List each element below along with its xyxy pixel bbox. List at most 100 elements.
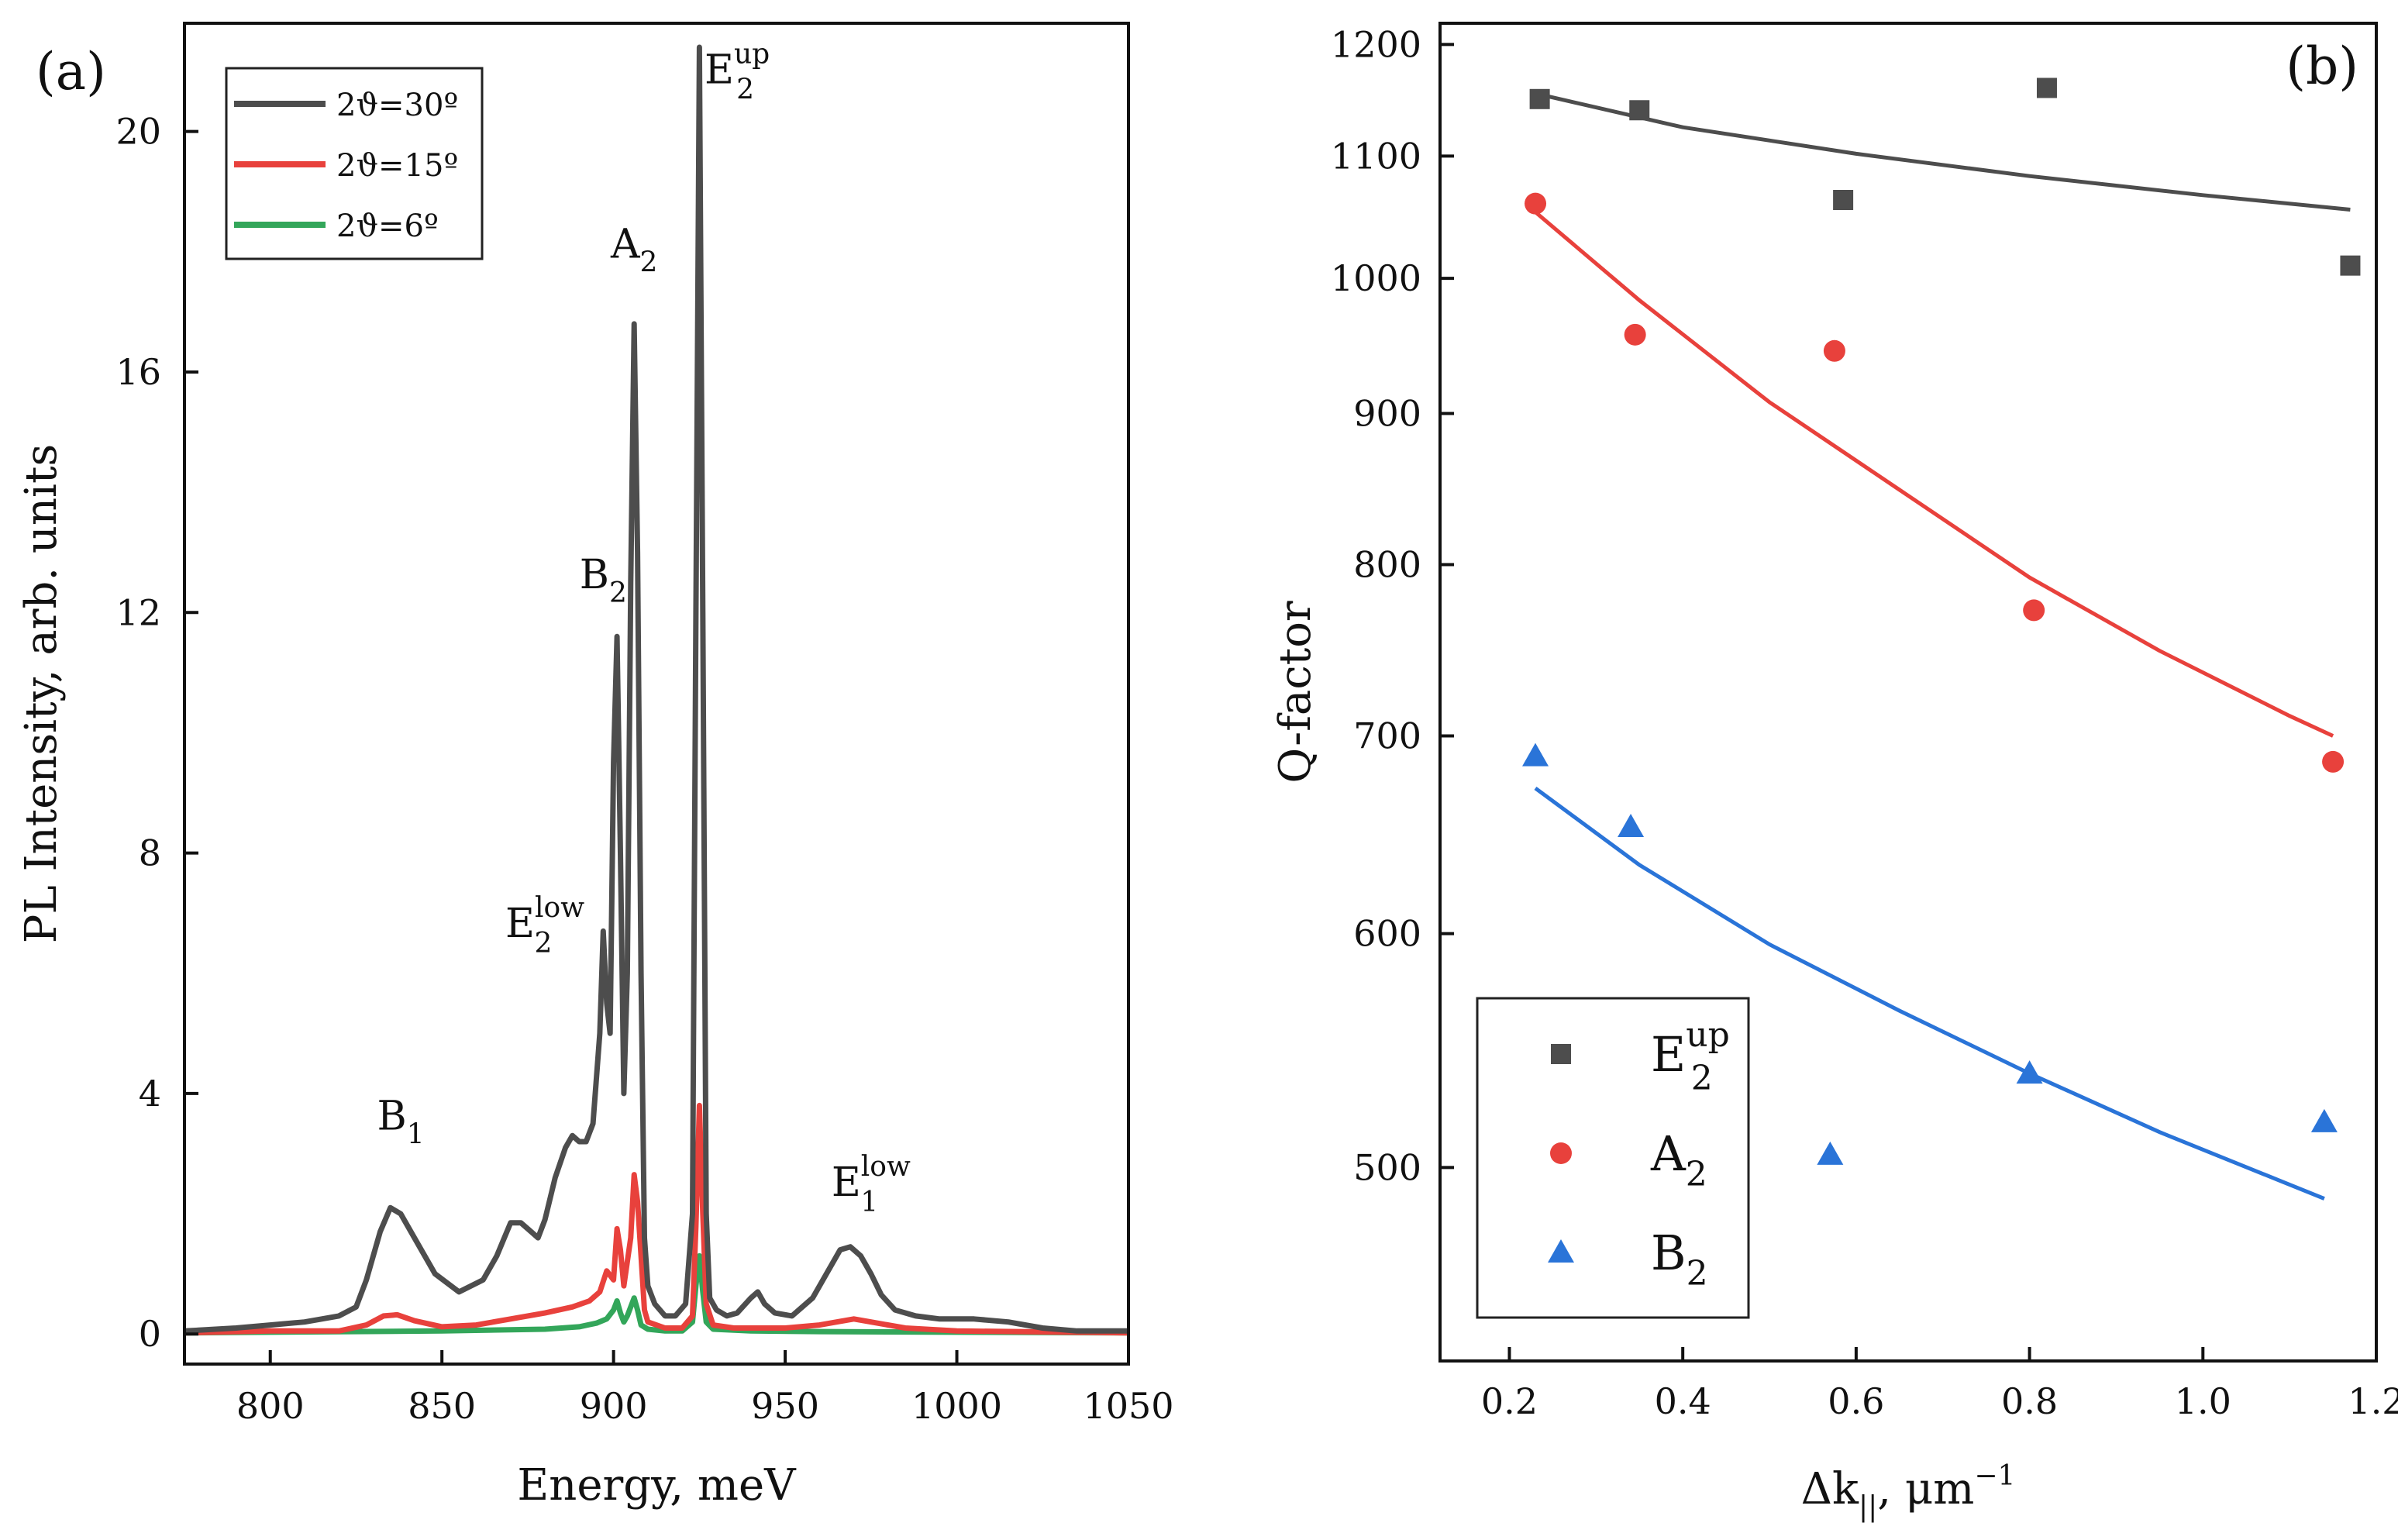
x-tick-label: 0.8 xyxy=(2001,1380,2058,1422)
legend-entry-2: B2 xyxy=(1651,1225,1708,1294)
data-point-2 xyxy=(1522,742,1549,767)
x-axis-label-sub: || xyxy=(1859,1491,1877,1523)
data-point-1 xyxy=(1525,192,1547,215)
x-axis-label: Δk||, μm−1 xyxy=(1801,1460,2016,1523)
peak-label-base: A xyxy=(610,222,641,268)
y-axis-label: PL Intensity, arb. units xyxy=(16,444,67,943)
legend-entry-sub: 2 xyxy=(1687,1254,1708,1294)
y-tick-label: 600 xyxy=(1353,913,1421,955)
x-tick-label: 0.4 xyxy=(1655,1380,1711,1422)
legend-entry-0: 2ϑ=30º xyxy=(336,88,458,123)
legend-marker-0 xyxy=(1551,1044,1571,1064)
x-axis-label-unit: , μm xyxy=(1877,1464,1974,1514)
x-tick-label: 1000 xyxy=(911,1385,1002,1427)
y-tick-label: 0 xyxy=(139,1313,161,1355)
data-point-1 xyxy=(1823,339,1845,362)
data-point-0 xyxy=(1833,190,1854,211)
data-point-1 xyxy=(2023,599,2045,622)
y-tick-label: 1100 xyxy=(1331,135,1421,177)
peak-label-sub: 2 xyxy=(535,928,553,959)
data-point-1 xyxy=(1624,323,1646,346)
peak-label: Eup 2 xyxy=(705,39,770,106)
plot-frame-b xyxy=(1438,22,2378,1363)
legend-marker-2 xyxy=(1548,1239,1574,1263)
peak-label-sup: low xyxy=(535,892,584,924)
peak-label-sub: 2 xyxy=(609,577,627,609)
peak-label-sup: up xyxy=(734,39,770,71)
data-point-0 xyxy=(2036,78,2057,98)
y-tick-label: 700 xyxy=(1353,715,1421,756)
legend-entry-sub: 2 xyxy=(1691,1059,1713,1098)
panel-b: 0.2 0.4 0.6 0.8 1.0 1.2 500 600 700 800 900 1000 110… xyxy=(1270,22,2398,1523)
series-line-0 xyxy=(184,44,1128,1334)
data-point-2 xyxy=(2016,1060,2043,1084)
legend-entry-base: E xyxy=(1651,1026,1686,1083)
legend-entry-base: B xyxy=(1651,1225,1687,1281)
peak-label-base: B xyxy=(580,552,609,598)
plot-frame-a xyxy=(183,22,1130,1366)
x-tick-label: 0.6 xyxy=(1828,1380,1884,1422)
peak-label-sub: 2 xyxy=(640,247,658,279)
legend-entry-1: 2ϑ=15º xyxy=(336,148,458,184)
peak-label-base: E xyxy=(705,47,734,94)
legend-entry-2: 2ϑ=6º xyxy=(336,208,439,244)
y-tick-label: 8 xyxy=(139,832,161,874)
x-tick-label: 1.2 xyxy=(2348,1380,2398,1422)
x-tick-label: 900 xyxy=(580,1385,648,1427)
data-point-0 xyxy=(1629,100,1650,121)
x-tick-label: 1.0 xyxy=(2175,1380,2231,1422)
peak-label-sub: 1 xyxy=(860,1187,878,1218)
y-tick-label: 20 xyxy=(115,111,161,153)
data-point-1 xyxy=(2322,750,2345,773)
peak-label: A2 xyxy=(610,222,657,279)
x-tick-label: 1050 xyxy=(1083,1385,1173,1427)
legend-entry-1: A2 xyxy=(1650,1125,1707,1194)
x-tick-label: 850 xyxy=(408,1385,476,1427)
y-axis-label: Q-factor xyxy=(1270,601,1321,784)
peak-label-base: B xyxy=(377,1093,406,1139)
y-tick-label: 900 xyxy=(1353,393,1421,435)
x-axis-label-main: Δk xyxy=(1801,1464,1859,1514)
series-line-2 xyxy=(184,1252,1129,1336)
peak-label-sub: 2 xyxy=(736,74,754,106)
legend-box xyxy=(1476,997,1750,1319)
peak-label-sub: 1 xyxy=(407,1118,425,1150)
peak-label: Elow 2 xyxy=(505,892,584,959)
data-point-0 xyxy=(1529,88,1550,109)
data-point-2 xyxy=(2310,1108,2338,1132)
x-axis-label: Energy, meV xyxy=(517,1460,797,1511)
legend-entry-base: A xyxy=(1650,1125,1687,1182)
panel-label-a: (a) xyxy=(36,42,106,102)
data-point-2 xyxy=(1618,814,1645,838)
y-tick-label: 1000 xyxy=(1331,257,1421,299)
y-tick-label: 800 xyxy=(1353,543,1421,585)
x-tick-label: 800 xyxy=(236,1385,305,1427)
peak-label-sup: low xyxy=(861,1151,911,1183)
fit-curve-2 xyxy=(1534,786,2325,1201)
peak-label: B2 xyxy=(580,552,627,609)
x-tick-label: 0.2 xyxy=(1481,1380,1538,1422)
fit-curve-1 xyxy=(1534,210,2334,738)
legend-entry-sub: 2 xyxy=(1686,1155,1707,1194)
x-axis-label-unit-sup: −1 xyxy=(1974,1460,2015,1492)
data-point-0 xyxy=(2340,255,2361,276)
y-tick-label: 12 xyxy=(115,591,161,633)
x-tick-label: 950 xyxy=(751,1385,819,1427)
legend-a: 2ϑ=30º 2ϑ=15º 2ϑ=6º xyxy=(225,67,484,260)
legend-entry-sup: up xyxy=(1686,1015,1730,1055)
peak-label-base: E xyxy=(832,1159,861,1206)
data-point-2 xyxy=(1817,1141,1844,1165)
peak-label-base: E xyxy=(505,901,535,947)
y-tick-label: 1200 xyxy=(1331,23,1421,65)
peak-label: B1 xyxy=(377,1093,424,1150)
y-tick-label: 4 xyxy=(139,1073,161,1115)
legend-marker-1 xyxy=(1550,1142,1572,1164)
panel-label-b: (b) xyxy=(2286,36,2358,96)
y-tick-label: 500 xyxy=(1353,1146,1421,1188)
y-tick-label: 16 xyxy=(115,351,161,393)
peak-label: Elow 1 xyxy=(832,1151,911,1218)
fit-curve-0 xyxy=(1535,91,2351,212)
